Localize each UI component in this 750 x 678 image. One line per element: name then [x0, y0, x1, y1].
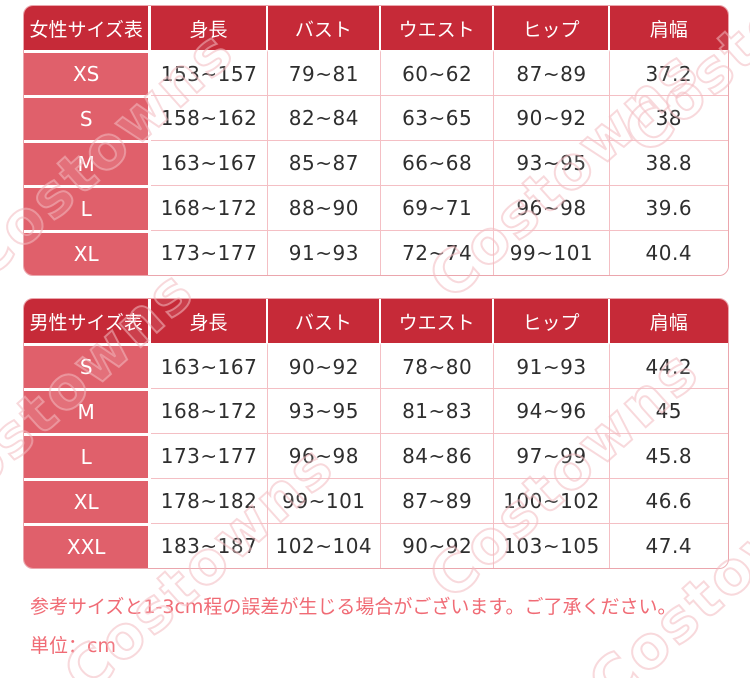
size-value-cell: 93~95: [267, 388, 381, 433]
size-value-cell: 87~89: [494, 50, 610, 95]
size-row: L 173~177 96~98 84~86 97~99 45.8: [24, 433, 728, 478]
size-value-cell: 81~83: [381, 388, 495, 433]
size-value-cell: 158~162: [151, 95, 268, 140]
size-row: XXL 183~187 102~104 90~92 103~105 47.4: [24, 523, 728, 568]
size-value-cell: 79~81: [267, 50, 381, 95]
size-value-cell: 91~93: [267, 230, 381, 275]
column-header-cell: 身長: [151, 299, 268, 343]
size-value-cell: 94~96: [494, 388, 610, 433]
size-row: XL 178~182 99~101 87~89 100~102 46.6: [24, 478, 728, 523]
size-value-cell: 90~92: [267, 343, 381, 388]
size-value-cell: 93~95: [494, 140, 610, 185]
size-value-cell: 99~101: [494, 230, 610, 275]
size-value-cell: 97~99: [494, 433, 610, 478]
size-label-cell: L: [24, 185, 152, 230]
size-label-cell: XL: [24, 230, 152, 275]
womens-table-header-row: 女性サイズ表 身長 バスト ウエスト ヒップ 肩幅: [24, 6, 728, 50]
column-header-cell: 身長: [151, 6, 268, 50]
size-label-cell: XXL: [24, 523, 152, 568]
size-value-cell: 163~167: [151, 140, 268, 185]
size-row: M 168~172 93~95 81~83 94~96 45: [24, 388, 728, 433]
column-header-cell: 肩幅: [609, 299, 728, 343]
size-value-cell: 38.8: [609, 140, 728, 185]
column-header-cell: バスト: [267, 6, 381, 50]
size-label-cell: XL: [24, 478, 152, 523]
size-value-cell: 96~98: [494, 185, 610, 230]
size-row: S 163~167 90~92 78~80 91~93 44.2: [24, 343, 728, 388]
mens-size-table-grid: 男性サイズ表 身長 バスト ウエスト ヒップ 肩幅 S 163~167 90~92 78~80 9…: [24, 299, 728, 568]
size-value-cell: 46.6: [609, 478, 728, 523]
size-value-cell: 168~172: [151, 388, 268, 433]
size-value-cell: 38: [609, 95, 728, 140]
size-value-cell: 99~101: [267, 478, 381, 523]
size-value-cell: 47.4: [609, 523, 728, 568]
size-value-cell: 183~187: [151, 523, 268, 568]
column-header-cell: ヒップ: [494, 299, 610, 343]
size-label-cell: L: [24, 433, 152, 478]
womens-size-table-grid: 女性サイズ表 身長 バスト ウエスト ヒップ 肩幅 XS 153~157 79~81 60~62…: [24, 6, 728, 275]
size-value-cell: 63~65: [381, 95, 495, 140]
size-label-cell: S: [24, 95, 152, 140]
size-value-cell: 44.2: [609, 343, 728, 388]
size-value-cell: 153~157: [151, 50, 268, 95]
size-value-cell: 91~93: [494, 343, 610, 388]
size-value-cell: 78~80: [381, 343, 495, 388]
size-value-cell: 37.2: [609, 50, 728, 95]
size-value-cell: 173~177: [151, 433, 268, 478]
size-value-cell: 96~98: [267, 433, 381, 478]
size-value-cell: 45: [609, 388, 728, 433]
size-value-cell: 60~62: [381, 50, 495, 95]
size-value-cell: 85~87: [267, 140, 381, 185]
mens-table-header-row: 男性サイズ表 身長 バスト ウエスト ヒップ 肩幅: [24, 299, 728, 343]
size-value-cell: 87~89: [381, 478, 495, 523]
size-row: M 163~167 85~87 66~68 93~95 38.8: [24, 140, 728, 185]
size-value-cell: 100~102: [494, 478, 610, 523]
column-header-cell: ヒップ: [494, 6, 610, 50]
size-value-cell: 103~105: [494, 523, 610, 568]
size-value-cell: 69~71: [381, 185, 495, 230]
column-header-cell: ウエスト: [381, 299, 495, 343]
size-label-cell: M: [24, 140, 152, 185]
size-value-cell: 72~74: [381, 230, 495, 275]
size-value-cell: 90~92: [381, 523, 495, 568]
size-value-cell: 102~104: [267, 523, 381, 568]
note-size-tolerance: 参考サイズと1-3cm程の誤差が生じる場合がございます。ご了承ください。: [30, 596, 677, 618]
size-value-cell: 66~68: [381, 140, 495, 185]
table-title-cell: 男性サイズ表: [24, 299, 152, 343]
column-header-cell: 肩幅: [609, 6, 728, 50]
size-value-cell: 40.4: [609, 230, 728, 275]
womens-size-table: 女性サイズ表 身長 バスト ウエスト ヒップ 肩幅 XS 153~157 79~81 60~62…: [23, 5, 729, 276]
size-value-cell: 88~90: [267, 185, 381, 230]
size-row: S 158~162 82~84 63~65 90~92 38: [24, 95, 728, 140]
size-label-cell: XS: [24, 50, 152, 95]
size-value-cell: 45.8: [609, 433, 728, 478]
size-value-cell: 178~182: [151, 478, 268, 523]
size-value-cell: 84~86: [381, 433, 495, 478]
size-value-cell: 163~167: [151, 343, 268, 388]
size-value-cell: 173~177: [151, 230, 268, 275]
size-row: XS 153~157 79~81 60~62 87~89 37.2: [24, 50, 728, 95]
size-value-cell: 90~92: [494, 95, 610, 140]
note-unit: 単位：cm: [30, 635, 116, 657]
size-value-cell: 82~84: [267, 95, 381, 140]
size-value-cell: 168~172: [151, 185, 268, 230]
table-title-cell: 女性サイズ表: [24, 6, 152, 50]
size-row: XL 173~177 91~93 72~74 99~101 40.4: [24, 230, 728, 275]
mens-size-table: 男性サイズ表 身長 バスト ウエスト ヒップ 肩幅 S 163~167 90~92 78~80 9…: [23, 298, 729, 569]
size-label-cell: M: [24, 388, 152, 433]
size-row: L 168~172 88~90 69~71 96~98 39.6: [24, 185, 728, 230]
size-value-cell: 39.6: [609, 185, 728, 230]
size-label-cell: S: [24, 343, 152, 388]
column-header-cell: ウエスト: [381, 6, 495, 50]
column-header-cell: バスト: [267, 299, 381, 343]
